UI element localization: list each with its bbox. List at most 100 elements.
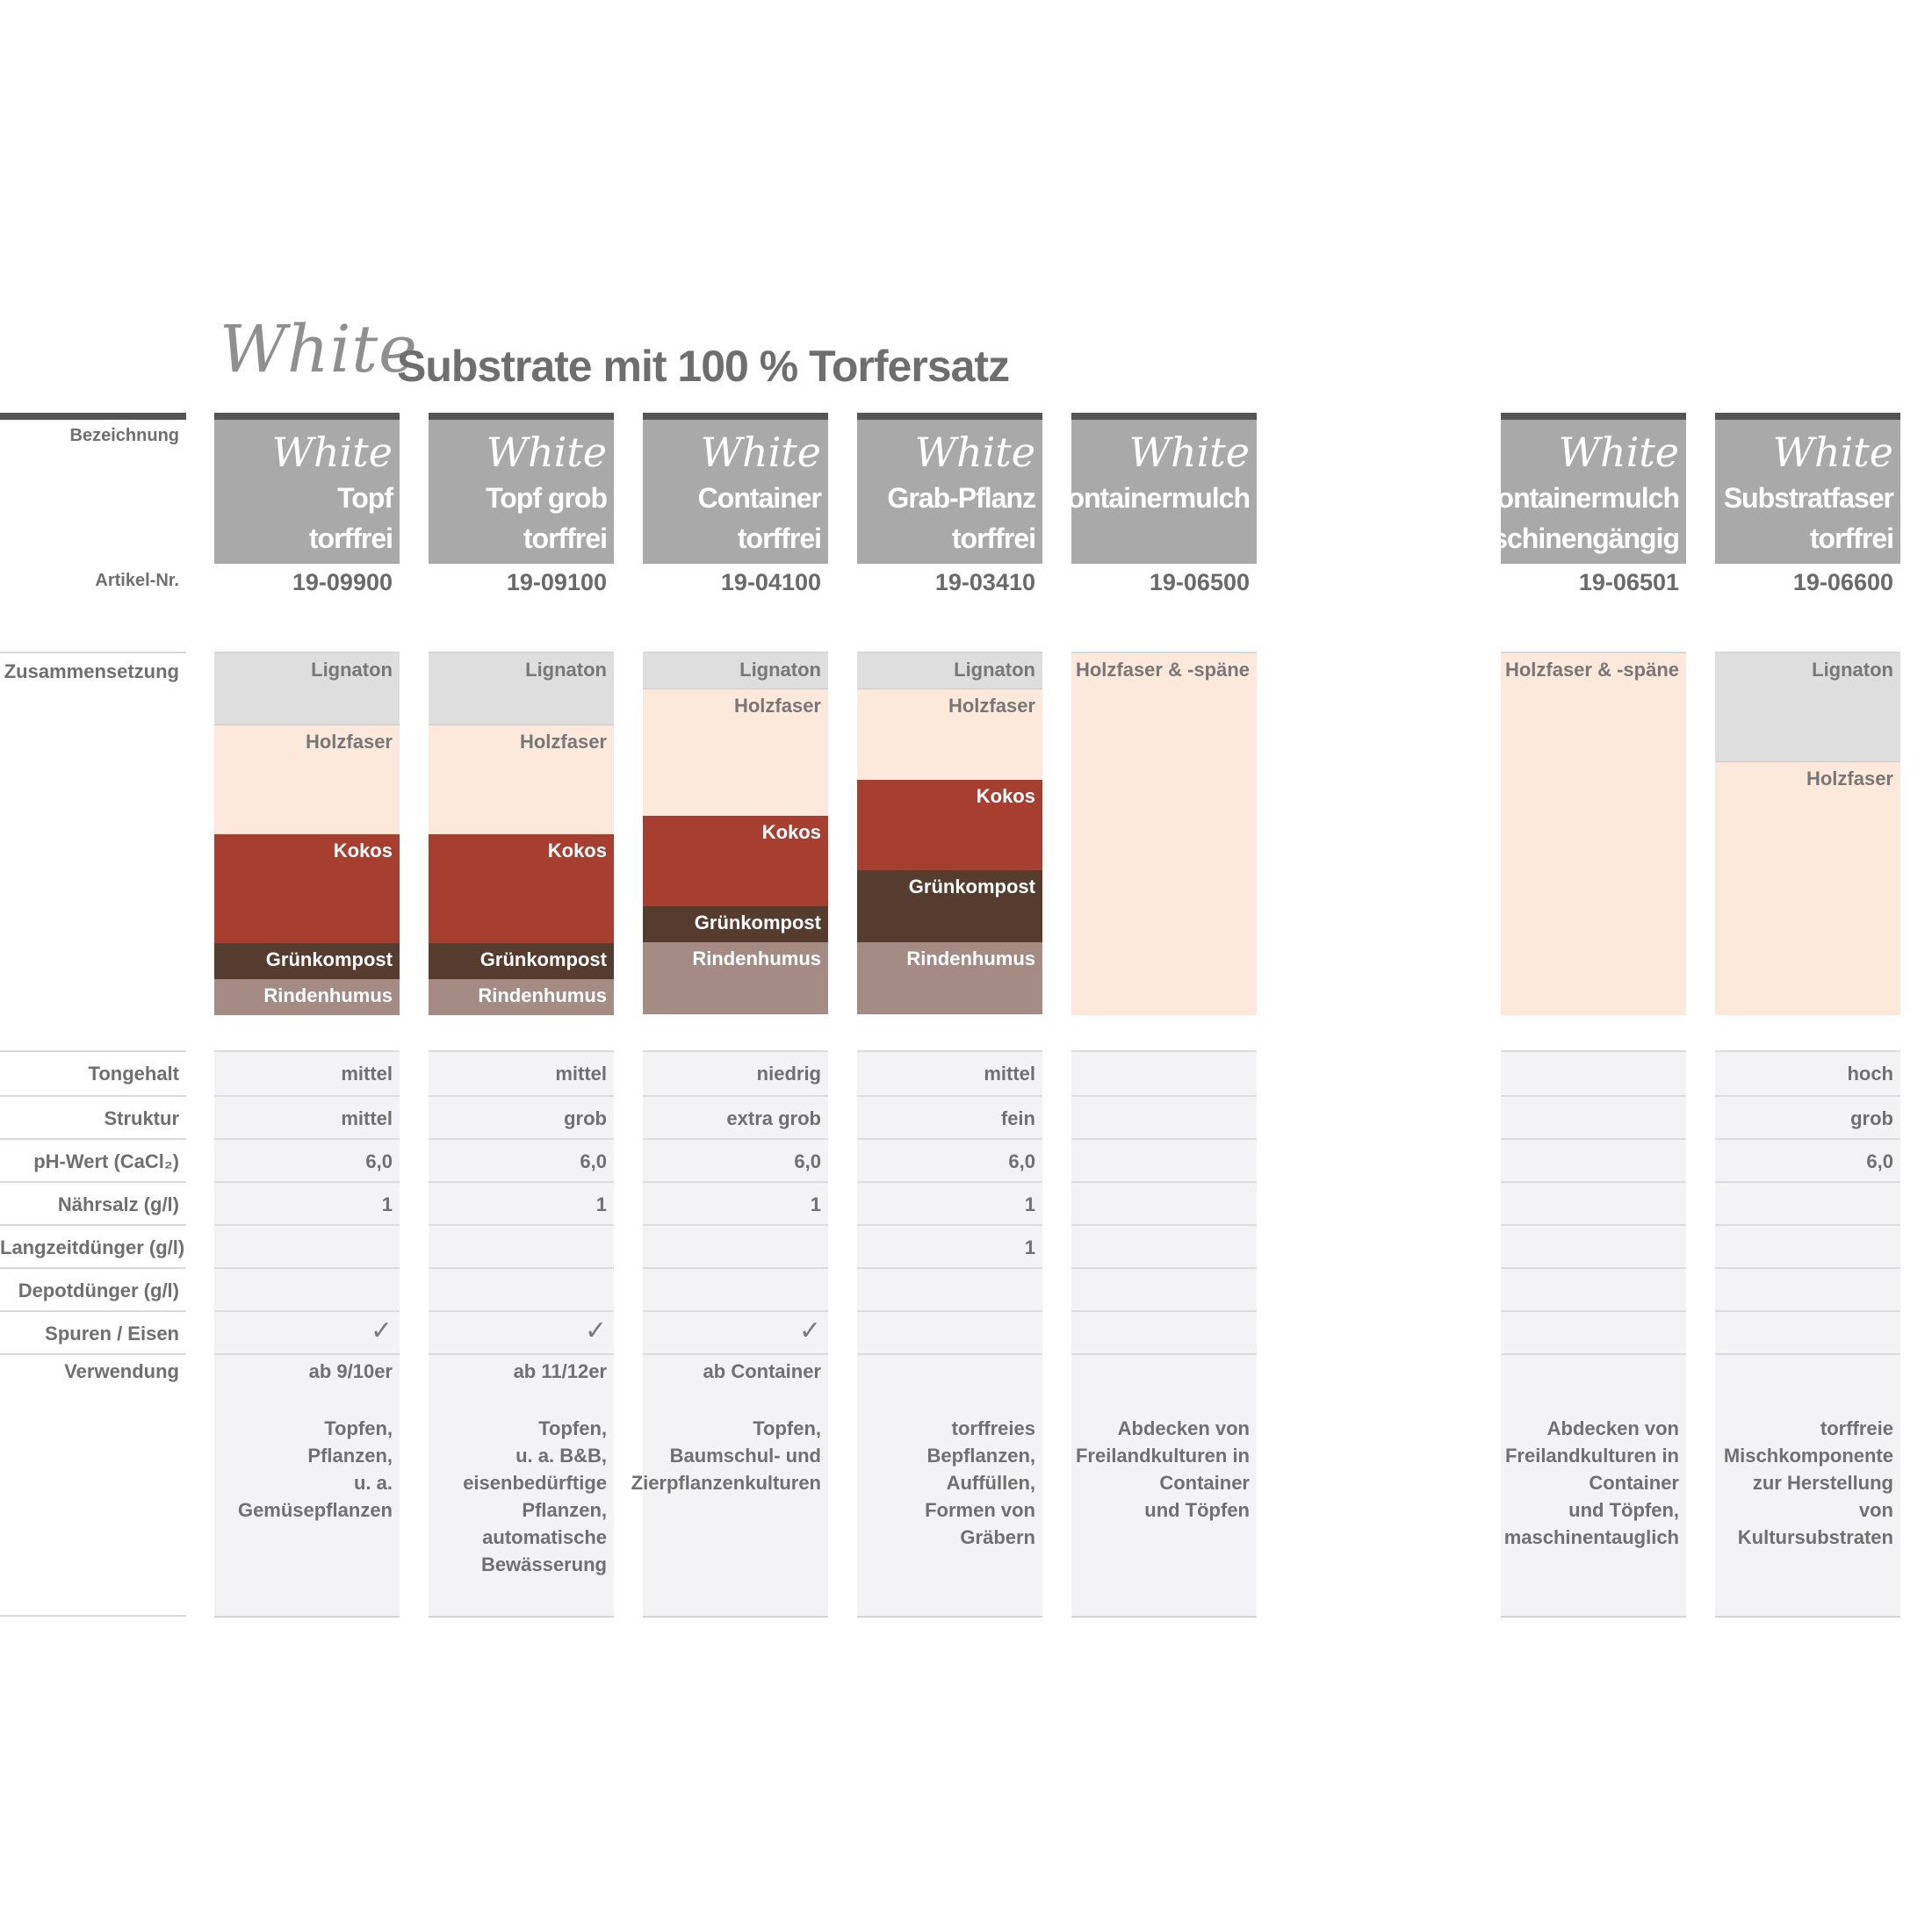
divider: [0, 1095, 186, 1097]
article-number: 19-04100: [720, 569, 821, 595]
article-number: 19-06600: [1792, 569, 1893, 595]
property-use: [1715, 1353, 1900, 1618]
divider: [0, 1353, 186, 1355]
product-brand-logo: White: [1772, 429, 1893, 476]
product-brand-logo: White: [914, 429, 1035, 476]
property-nutrient: 1: [643, 1181, 828, 1224]
product-column: White Containermulch 19-06500 Holzfaser & -…: [1048, 413, 1257, 1618]
layer-label: Lignaton: [954, 659, 1035, 681]
product-header: White Grab-Pflanz torffrei: [857, 413, 1042, 564]
properties-panel: hoch grob 6,0 torffreie Mischkomponente zur…: [1715, 1050, 1900, 1618]
layer-label: Rindenhumus: [906, 948, 1035, 970]
property-ph: 6,0: [1715, 1138, 1900, 1181]
property-value: extra grob: [726, 1107, 821, 1129]
layer-label: Holzfaser & -späne: [1504, 659, 1679, 681]
product-name: Grab-Pflanz torffrei: [887, 482, 1036, 554]
product-header: White Container torffrei: [643, 413, 828, 564]
property-depot: [1715, 1267, 1900, 1310]
property-nutrient: 1: [214, 1181, 400, 1224]
use-description: Abdecken von Freilandkulturen in Contain…: [1075, 1417, 1250, 1521]
property-nutrient: [1501, 1181, 1686, 1224]
composition-layer: Lignaton: [857, 653, 1042, 689]
layer-label: Holzfaser: [948, 695, 1035, 717]
composition-layer: Kokos: [857, 780, 1042, 870]
label-trace: Spuren / Eisen: [45, 1323, 179, 1344]
composition-stack: Lignaton Holzfaser Kokos Grünkompost Rindenh…: [429, 652, 614, 1015]
properties-panel: niedrig extra grob 6,0 1 ✓ ab Container Topfen…: [631, 1050, 828, 1618]
use-description: torffreie Mischkomponente zur Herstellun…: [1723, 1417, 1893, 1548]
divider: [0, 1310, 186, 1312]
composition-layer: Holzfaser: [857, 689, 1042, 780]
composition-layer: Grünkompost: [857, 870, 1042, 942]
use-description: Topfen, u. a. B&B, eisenbedürftige Pflan…: [463, 1417, 607, 1575]
article-number: 19-03410: [934, 569, 1035, 595]
property-trace: [857, 1310, 1042, 1353]
properties-panel: Abdecken von Freilandkulturen in Contain…: [1071, 1050, 1257, 1618]
composition-layer: Kokos: [214, 834, 400, 943]
product-header: White Topf grob torffrei: [429, 413, 614, 564]
layer-label: Holzfaser & -späne: [1075, 659, 1250, 681]
composition-layer: Lignaton: [1715, 653, 1900, 762]
layer-label: Grünkompost: [265, 948, 393, 970]
property-structure: extra grob: [643, 1095, 828, 1138]
property-use: [857, 1353, 1042, 1618]
layer-label: Rindenhumus: [263, 984, 393, 1006]
property-trace: ✓: [643, 1310, 828, 1353]
property-structure: [1071, 1095, 1257, 1138]
layer-label: Grünkompost: [908, 876, 1035, 898]
product-brand-logo: White: [700, 429, 821, 476]
divider: [0, 1138, 186, 1140]
column-bottom-line: [429, 1616, 614, 1618]
property-clay: [1501, 1050, 1686, 1093]
property-clay: mittel: [429, 1050, 614, 1093]
property-ph: 6,0: [214, 1138, 400, 1181]
layer-label: Holzfaser: [1806, 768, 1893, 789]
property-structure: grob: [1715, 1095, 1900, 1138]
properties-panel: mittel grob 6,0 1 ✓ ab 11/12er Topfen, u. a. B…: [429, 1050, 614, 1618]
property-longterm: [214, 1224, 400, 1267]
property-nutrient: [1715, 1181, 1900, 1224]
property-trace: ✓: [214, 1310, 400, 1353]
use-description: Topfen, Baumschul- und Zierpflanzenkultu…: [631, 1417, 821, 1494]
product-brand-logo: White: [271, 429, 393, 476]
composition-stack: Lignaton Holzfaser Kokos Grünkompost Rindenh…: [857, 652, 1042, 1015]
property-ph: [1071, 1138, 1257, 1181]
layer-label: Lignaton: [525, 659, 607, 681]
product-column: White Topf grob torffrei 19-09100 Lignaton Ho…: [429, 413, 614, 1618]
composition-stack: Lignaton Holzfaser Kokos Grünkompost Rindenh…: [214, 652, 400, 1015]
composition-layer: Holzfaser: [214, 725, 400, 834]
property-value: 1: [1024, 1193, 1035, 1215]
label-structure: Struktur: [104, 1107, 179, 1129]
page-title: Substrate mit 100 % Torfersatz: [397, 342, 1010, 391]
property-nutrient: 1: [429, 1181, 614, 1224]
property-nutrient: [1071, 1181, 1257, 1224]
property-value: mittel: [555, 1063, 607, 1085]
composition-layer: Holzfaser: [1715, 762, 1900, 1015]
layer-label: Kokos: [333, 840, 393, 861]
property-use: [214, 1353, 400, 1618]
property-ph: [1501, 1138, 1686, 1181]
property-structure: [1501, 1095, 1686, 1138]
use-description: Topfen, Pflanzen, u. a. Gemüsepflanzen: [237, 1417, 393, 1521]
product-column: White Substratfaser torffrei 19-06600 Lignat…: [1715, 413, 1900, 1618]
use-short: ab Container: [703, 1360, 821, 1382]
composition-layer: Rindenhumus: [857, 942, 1042, 1014]
property-longterm: [1071, 1224, 1257, 1267]
label-column-top-bar: [0, 413, 186, 420]
property-depot: [643, 1267, 828, 1310]
label-use: Verwendung: [64, 1360, 179, 1382]
composition-layer: Rindenhumus: [214, 979, 400, 1015]
divider: [0, 1615, 186, 1617]
composition-layer: Lignaton: [643, 653, 828, 689]
property-value: 1: [381, 1193, 393, 1215]
column-bottom-line: [1501, 1616, 1686, 1618]
property-value: 1: [810, 1193, 821, 1215]
property-clay: hoch: [1715, 1050, 1900, 1093]
composition-stack: Holzfaser & -späne: [1501, 652, 1686, 1015]
column-bottom-line: [857, 1616, 1042, 1618]
product-name: Substratfaser torffrei: [1723, 482, 1894, 554]
product-header: White Substratfaser torffrei: [1715, 413, 1900, 564]
composition-stack: Lignaton Holzfaser Kokos Grünkompost Rindenh…: [643, 652, 828, 1015]
property-longterm: [1501, 1224, 1686, 1267]
column-bottom-line: [1715, 1616, 1900, 1618]
